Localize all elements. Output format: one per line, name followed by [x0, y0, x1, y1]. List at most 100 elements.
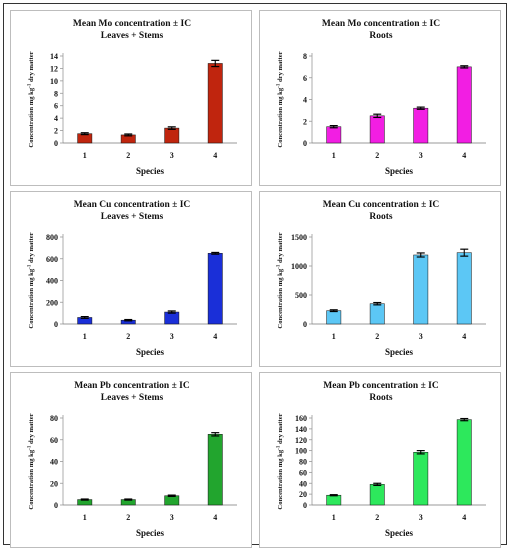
y-tick-label: 140: [295, 425, 307, 434]
y-tick-label: 60: [50, 436, 58, 445]
y-tick-label: 0: [54, 501, 58, 510]
y-axis-label: Concentration mg kg-1 dry matter: [277, 413, 285, 509]
y-tick-label: 40: [299, 479, 307, 488]
chart-title: Mean Mo concentration ± IC: [322, 19, 440, 29]
x-axis-label: Species: [385, 528, 413, 538]
x-axis-label: Species: [136, 347, 164, 357]
chart-title: Mean Cu concentration ± IC: [323, 200, 440, 210]
chart-cu-roots: Mean Cu concentration ± IC Roots 0 500 1000 1…: [277, 200, 486, 357]
bar: [413, 452, 429, 506]
bar: [369, 484, 385, 506]
x-axis-label: Species: [385, 347, 413, 357]
y-tick-label: 0: [303, 320, 307, 329]
chart-subtitle: Leaves + Stems: [101, 212, 164, 222]
x-tick-label: 1: [332, 513, 336, 522]
x-tick-label: 4: [213, 513, 217, 522]
x-axis-label: Species: [385, 166, 413, 176]
x-tick-label: 1: [83, 513, 87, 522]
y-tick-label: 0: [303, 139, 307, 148]
y-tick-label: 0: [54, 320, 58, 329]
bar: [413, 254, 429, 325]
y-tick-label: 8: [54, 89, 58, 98]
y-tick-label: 1000: [291, 262, 307, 271]
y-tick-label: 0: [303, 501, 307, 510]
y-tick-label: 20: [50, 479, 58, 488]
bar: [164, 127, 180, 144]
y-tick-label: 8: [303, 52, 307, 61]
x-axis-label: Species: [136, 166, 164, 176]
chart-title: Mean Cu concentration ± IC: [74, 200, 191, 210]
y-axis-label: Concentration mg kg-1 dry matter: [28, 232, 36, 328]
x-tick-label: 3: [170, 513, 174, 522]
bar: [369, 303, 385, 325]
y-tick-label: 100: [295, 447, 307, 456]
bar: [164, 495, 180, 506]
panel-pb-roots: Mean Pb concentration ± IC Roots 0 20 40 60 80…: [259, 372, 501, 548]
x-tick-label: 1: [83, 332, 87, 341]
x-axis-label: Species: [136, 528, 164, 538]
y-tick-label: 600: [46, 255, 58, 264]
y-tick-label: 500: [295, 291, 307, 300]
y-axis-label: Concentration mg kg-1 dry matter: [28, 51, 36, 147]
chart-mo-leaves: Mean Mo concentration ± IC Leaves + Stems…: [28, 19, 237, 176]
chart-title: Mean Pb concentration ± IC: [323, 381, 439, 391]
x-tick-label: 4: [462, 151, 466, 160]
panel-cu-roots: Mean Cu concentration ± IC Roots 0 500 1000 1…: [259, 191, 501, 367]
chart-mo-roots: Mean Mo concentration ± IC Roots 0 2 4 6 8 1 2 3 4…: [277, 19, 486, 176]
x-tick-label: 3: [419, 513, 423, 522]
y-tick-label: 40: [50, 458, 58, 467]
y-axis-label: Concentration mg kg-1 dry matter: [277, 232, 285, 328]
y-tick-label: 800: [46, 233, 58, 242]
y-tick-label: 2: [54, 127, 58, 136]
bar: [326, 494, 342, 506]
y-tick-label: 120: [295, 436, 307, 445]
x-tick-label: 1: [332, 151, 336, 160]
y-tick-label: 14: [50, 52, 58, 61]
y-tick-label: 4: [54, 114, 58, 123]
panel-mo-roots: Mean Mo concentration ± IC Roots 0 2 4 6 8 1 2 3 4…: [259, 10, 501, 186]
chart-cu-leaves: Mean Cu concentration ± IC Leaves + Stems…: [28, 200, 237, 357]
chart-subtitle: Roots: [369, 31, 393, 41]
x-tick-label: 2: [126, 332, 130, 341]
x-tick-label: 2: [126, 513, 130, 522]
x-tick-label: 1: [83, 151, 87, 160]
x-tick-label: 4: [213, 151, 217, 160]
bar: [207, 63, 223, 144]
panel-cu-leaves: Mean Cu concentration ± IC Leaves + Stems…: [10, 191, 252, 367]
x-tick-label: 4: [462, 513, 466, 522]
chart-title: Mean Pb concentration ± IC: [74, 381, 190, 391]
x-tick-label: 3: [170, 151, 174, 160]
panel-pb-leaves: Mean Pb concentration ± IC Leaves + Stems…: [10, 372, 252, 548]
chart-subtitle: Leaves + Stems: [101, 393, 164, 403]
x-tick-label: 2: [126, 151, 130, 160]
bar: [326, 126, 342, 144]
x-tick-label: 4: [213, 332, 217, 341]
y-tick-label: 80: [50, 414, 58, 423]
chart-pb-roots: Mean Pb concentration ± IC Roots 0 20 40 6080…: [277, 381, 486, 538]
chart-pb-leaves: Mean Pb concentration ± IC Leaves + Stems…: [28, 381, 237, 538]
bar: [456, 419, 472, 506]
y-tick-label: 2: [303, 117, 307, 126]
y-tick-label: 20: [299, 490, 307, 499]
y-tick-label: 80: [299, 458, 307, 467]
x-tick-label: 2: [375, 151, 379, 160]
x-tick-label: 3: [419, 151, 423, 160]
bar: [413, 107, 429, 144]
bar: [207, 434, 223, 506]
y-tick-label: 12: [50, 64, 58, 73]
panel-mo-leaves: Mean Mo concentration ± IC Leaves + Stems…: [10, 10, 252, 186]
bar: [369, 115, 385, 144]
bar: [456, 252, 472, 325]
bar: [164, 311, 180, 325]
x-tick-label: 4: [462, 332, 466, 341]
y-tick-label: 4: [303, 96, 307, 105]
y-tick-label: 400: [46, 277, 58, 286]
y-axis-label: Concentration mg kg-1 dry matter: [277, 51, 285, 147]
chart-subtitle: Roots: [369, 212, 393, 222]
bar: [456, 66, 472, 144]
y-tick-label: 60: [299, 468, 307, 477]
y-tick-label: 0: [54, 139, 58, 148]
figure-frame: Mean Mo concentration ± IC Leaves + Stems…: [3, 3, 507, 548]
y-tick-label: 200: [46, 298, 58, 307]
y-tick-label: 160: [295, 414, 307, 423]
